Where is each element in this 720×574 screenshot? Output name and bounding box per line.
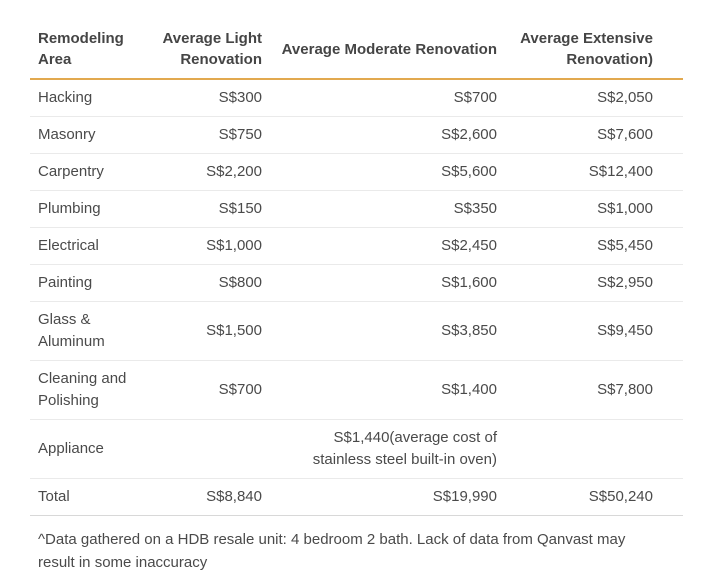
cell-area: Plumbing — [38, 200, 101, 217]
cell-extensive-renovation: S$7,600 — [597, 126, 653, 143]
cell-extensive-renovation: S$12,400 — [588, 163, 653, 180]
table-row: Plumbing S$150 S$350 S$1,000 — [30, 191, 683, 228]
cell-light-renovation: S$800 — [218, 274, 262, 291]
footnote: ^Data gathered on a HDB resale unit: 4 b… — [38, 531, 626, 571]
cell-area: Masonry — [38, 126, 96, 143]
cell-moderate-renovation: S$1,600 — [441, 274, 497, 291]
table-row: Electrical S$1,000 S$2,450 S$5,450 — [30, 228, 683, 265]
column-header-remodeling-area: Remodeling Area — [38, 30, 124, 68]
cell-light-renovation: S$8,840 — [206, 488, 262, 505]
table-row: Carpentry S$2,200 S$5,600 S$12,400 — [30, 154, 683, 191]
cell-moderate-renovation: S$2,600 — [441, 126, 497, 143]
cell-light-renovation: S$300 — [218, 89, 262, 106]
cell-extensive-renovation: S$5,450 — [597, 237, 653, 254]
cell-area: Carpentry — [38, 163, 104, 180]
cell-moderate-renovation: S$700 — [453, 89, 497, 106]
table-row: Appliance S$1,440(average cost of stainle… — [30, 420, 683, 479]
cell-moderate-renovation: S$1,440(average cost of stainless steel … — [312, 429, 497, 468]
column-header-extensive-renovation: Average Extensive Renovation) — [520, 30, 653, 68]
table-row: Glass & Aluminum S$1,500 S$3,850 S$9,450 — [30, 302, 683, 361]
cell-extensive-renovation: S$9,450 — [597, 322, 653, 339]
cell-extensive-renovation: S$2,050 — [597, 89, 653, 106]
table-body: Hacking S$300 S$700 S$2,050 Masonry S$750 S$2,… — [30, 79, 683, 516]
column-header-light-renovation: Average Light Renovation — [162, 30, 262, 68]
cell-extensive-renovation: S$50,240 — [588, 488, 653, 505]
cell-area: Cleaning and Polishing — [38, 370, 127, 409]
cell-area: Total — [38, 488, 70, 505]
cell-area: Electrical — [38, 237, 99, 254]
cell-moderate-renovation: S$3,850 — [441, 322, 497, 339]
column-header-moderate-renovation: Average Moderate Renovation — [281, 40, 497, 58]
cell-light-renovation: S$150 — [218, 200, 262, 217]
cell-moderate-renovation: S$19,990 — [432, 488, 497, 505]
cell-light-renovation: S$1,500 — [206, 322, 262, 339]
cell-light-renovation: S$2,200 — [206, 163, 262, 180]
table-row: Total S$8,840 S$19,990 S$50,240 — [30, 479, 683, 516]
cell-moderate-renovation: S$1,400 — [441, 381, 497, 398]
cell-area: Painting — [38, 274, 93, 291]
table-row: Painting S$800 S$1,600 S$2,950 — [30, 265, 683, 302]
table-row: Hacking S$300 S$700 S$2,050 — [30, 79, 683, 117]
renovation-cost-table: Remodeling Area Average Light Renovation… — [30, 28, 683, 516]
cell-extensive-renovation: S$1,000 — [597, 200, 653, 217]
cell-light-renovation: S$700 — [218, 381, 262, 398]
cell-moderate-renovation: S$2,450 — [441, 237, 497, 254]
cell-moderate-renovation: S$5,600 — [441, 163, 497, 180]
cell-light-renovation: S$1,000 — [206, 237, 262, 254]
cell-area: Glass & Aluminum — [38, 311, 105, 350]
table-row: Cleaning and Polishing S$700 S$1,400 S$7,80… — [30, 361, 683, 420]
cell-light-renovation: S$750 — [218, 126, 262, 143]
header-row: Remodeling Area Average Light Renovation… — [30, 28, 683, 79]
cell-extensive-renovation — [505, 420, 683, 479]
cell-light-renovation — [138, 420, 270, 479]
cell-extensive-renovation: S$7,800 — [597, 381, 653, 398]
cell-area: Hacking — [38, 89, 93, 106]
cell-area: Appliance — [38, 440, 104, 457]
cell-moderate-renovation: S$350 — [453, 200, 497, 217]
table-row: Masonry S$750 S$2,600 S$7,600 — [30, 117, 683, 154]
cell-extensive-renovation: S$2,950 — [597, 274, 653, 291]
